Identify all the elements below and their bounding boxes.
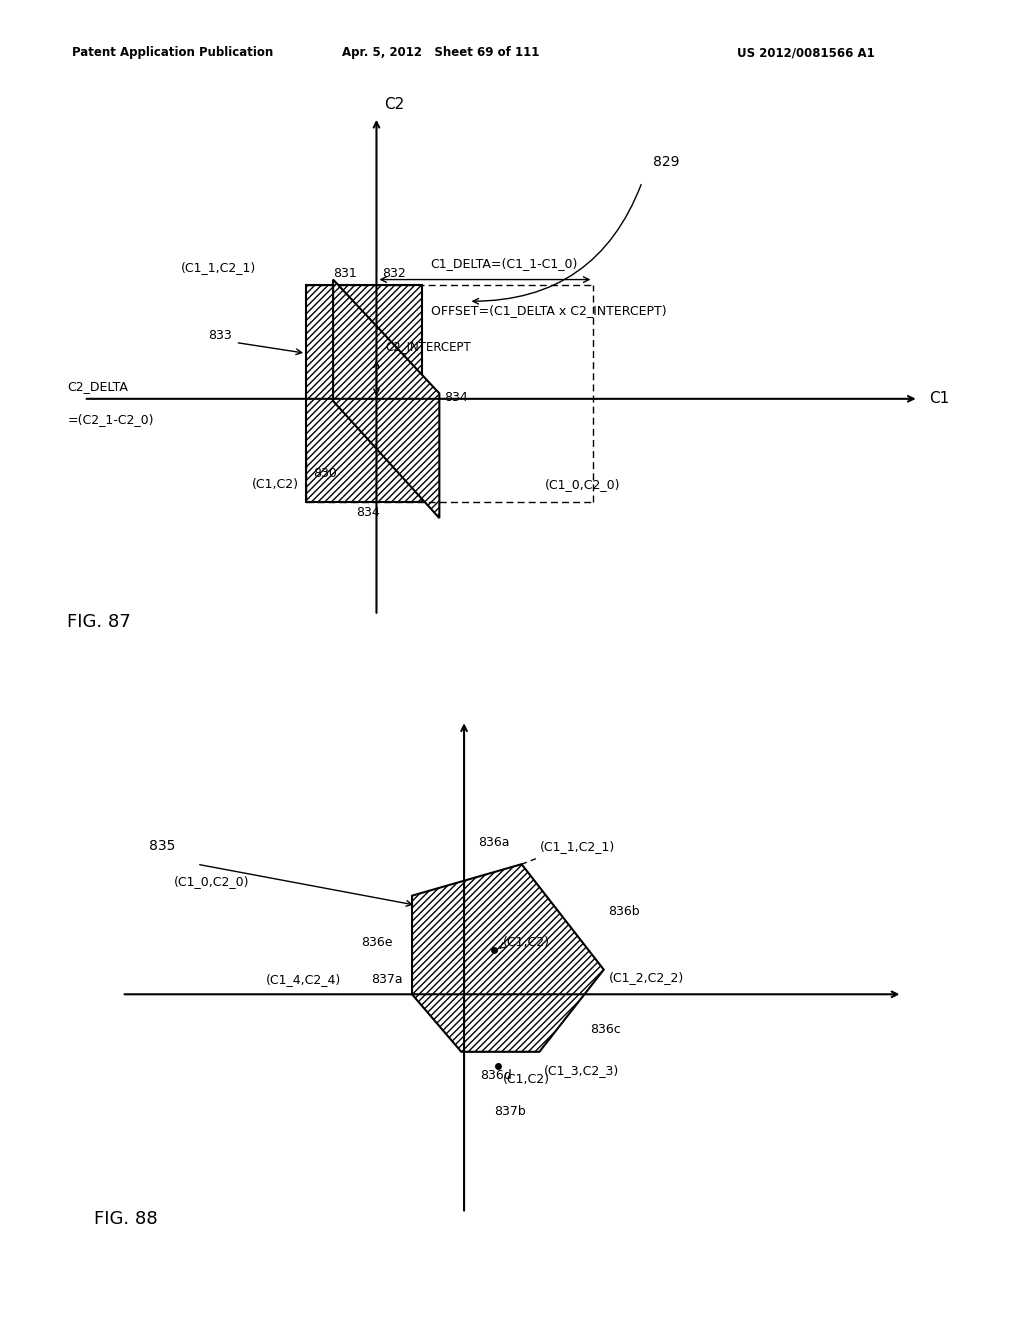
Text: 833: 833 bbox=[209, 329, 232, 342]
Text: 836a: 836a bbox=[478, 837, 509, 849]
Text: 836c: 836c bbox=[590, 1023, 621, 1036]
Text: (C1,C2): (C1,C2) bbox=[252, 478, 299, 491]
Text: (C1_0,C2_0): (C1_0,C2_0) bbox=[545, 478, 620, 491]
Text: (C1_0,C2_0): (C1_0,C2_0) bbox=[174, 875, 249, 888]
Text: Patent Application Publication: Patent Application Publication bbox=[72, 46, 273, 59]
Text: 832: 832 bbox=[382, 268, 406, 280]
Text: C2: C2 bbox=[384, 96, 404, 111]
Polygon shape bbox=[412, 865, 604, 1052]
Text: (C1,C2): (C1,C2) bbox=[503, 936, 550, 949]
Text: (C1_2,C2_2): (C1_2,C2_2) bbox=[609, 970, 684, 983]
Text: C2_INTERCEPT: C2_INTERCEPT bbox=[385, 341, 471, 352]
Text: (C1_1,C2_1): (C1_1,C2_1) bbox=[181, 261, 257, 273]
Polygon shape bbox=[306, 285, 422, 502]
Text: 830: 830 bbox=[313, 467, 338, 480]
Text: 837a: 837a bbox=[371, 973, 402, 986]
Text: C2_DELTA: C2_DELTA bbox=[68, 380, 128, 393]
Text: C1: C1 bbox=[930, 391, 949, 407]
Text: 835: 835 bbox=[150, 840, 175, 854]
Text: 834: 834 bbox=[356, 506, 380, 519]
Text: 829: 829 bbox=[653, 154, 680, 169]
Text: C1_DELTA=(C1_1-C1_0): C1_DELTA=(C1_1-C1_0) bbox=[431, 256, 579, 269]
Text: OFFSET=(C1_DELTA x C2_INTERCEPT): OFFSET=(C1_DELTA x C2_INTERCEPT) bbox=[431, 304, 667, 317]
Text: 831: 831 bbox=[333, 268, 357, 280]
Text: FIG. 88: FIG. 88 bbox=[94, 1210, 158, 1229]
Text: (C1,C2): (C1,C2) bbox=[503, 1073, 550, 1086]
Text: (C1_1,C2_1): (C1_1,C2_1) bbox=[540, 841, 614, 854]
Text: 837b: 837b bbox=[495, 1105, 526, 1118]
Text: 836b: 836b bbox=[608, 904, 640, 917]
Text: 836d: 836d bbox=[480, 1069, 512, 1082]
Text: 836e: 836e bbox=[361, 936, 393, 949]
Text: =(C2_1-C2_0): =(C2_1-C2_0) bbox=[68, 413, 154, 425]
Text: 834: 834 bbox=[443, 391, 467, 404]
Text: (C1_3,C2_3): (C1_3,C2_3) bbox=[544, 1064, 618, 1077]
Polygon shape bbox=[333, 280, 439, 517]
Text: US 2012/0081566 A1: US 2012/0081566 A1 bbox=[737, 46, 876, 59]
Text: (C1_4,C2_4): (C1_4,C2_4) bbox=[265, 973, 341, 986]
Text: FIG. 87: FIG. 87 bbox=[68, 612, 131, 631]
Text: Apr. 5, 2012   Sheet 69 of 111: Apr. 5, 2012 Sheet 69 of 111 bbox=[342, 46, 539, 59]
